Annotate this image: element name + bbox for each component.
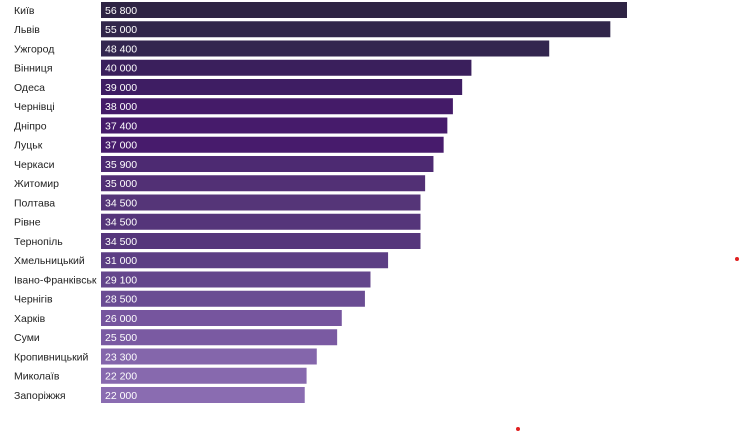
bar [101, 387, 305, 403]
value-label: 28 500 [105, 294, 137, 306]
value-label: 22 200 [105, 371, 137, 383]
category-label: Київ [14, 5, 35, 17]
bar [101, 117, 448, 134]
category-label: Хмельницький [14, 255, 85, 267]
bar [101, 329, 338, 346]
category-label: Луцьк [14, 140, 43, 152]
bar [101, 21, 611, 38]
value-label: 34 500 [105, 236, 137, 248]
category-label: Житомир [14, 178, 59, 190]
category-label: Львів [14, 24, 40, 36]
marker-dot [516, 427, 520, 431]
bar [101, 310, 342, 326]
category-label: Ужгород [14, 43, 54, 55]
category-labels: Київ Львів Ужгород Вінниця Одеса Чернівці Дніп… [14, 5, 97, 402]
bar [101, 194, 421, 211]
bar [101, 59, 472, 76]
category-label: Одеса [14, 82, 45, 94]
value-label: 23 300 [105, 351, 137, 363]
value-label: 37 400 [105, 120, 137, 132]
value-label: 25 500 [105, 332, 137, 344]
category-label: Полтава [14, 197, 55, 209]
category-label: Миколаїв [14, 371, 60, 383]
value-label: 22 000 [105, 390, 137, 402]
bar [101, 98, 453, 115]
bar [101, 271, 371, 288]
category-label: Івано-Франківськ [14, 274, 97, 286]
bar [101, 156, 434, 172]
bar [101, 136, 444, 153]
bar [101, 40, 550, 57]
bar [101, 290, 365, 307]
value-label: 56 800 [105, 5, 137, 17]
value-label: 34 500 [105, 197, 137, 209]
category-label: Харків [14, 313, 46, 325]
category-label: Дніпро [14, 120, 47, 132]
bar [101, 2, 627, 18]
value-label: 39 000 [105, 82, 137, 94]
value-label: 35 900 [105, 159, 137, 171]
category-label: Рівне [14, 217, 41, 229]
bar [101, 175, 426, 192]
category-label: Чернігів [14, 294, 53, 306]
bar [101, 252, 389, 269]
value-labels: 56 800 55 000 48 400 40 000 39 000 38 000 37 4… [105, 5, 137, 402]
bars [101, 2, 627, 403]
value-label: 31 000 [105, 255, 137, 267]
category-label: Тернопіль [14, 236, 63, 248]
value-label: 55 000 [105, 24, 137, 36]
bar [101, 348, 317, 365]
category-label: Суми [14, 332, 40, 344]
category-label: Чернівці [14, 101, 55, 113]
bar [101, 79, 463, 95]
category-label: Вінниця [14, 63, 53, 75]
value-label: 48 400 [105, 43, 137, 55]
category-label: Черкаси [14, 159, 55, 171]
category-label: Кропивницький [14, 351, 89, 363]
bar [101, 213, 421, 230]
category-label: Запоріжжя [14, 390, 66, 402]
value-label: 38 000 [105, 101, 137, 113]
value-label: 35 000 [105, 178, 137, 190]
value-label: 29 100 [105, 274, 137, 286]
value-label: 26 000 [105, 313, 137, 325]
value-label: 37 000 [105, 140, 137, 152]
value-label: 40 000 [105, 63, 137, 75]
value-label: 34 500 [105, 217, 137, 229]
bar [101, 233, 421, 249]
marker-dot [735, 257, 739, 261]
bar [101, 367, 307, 384]
